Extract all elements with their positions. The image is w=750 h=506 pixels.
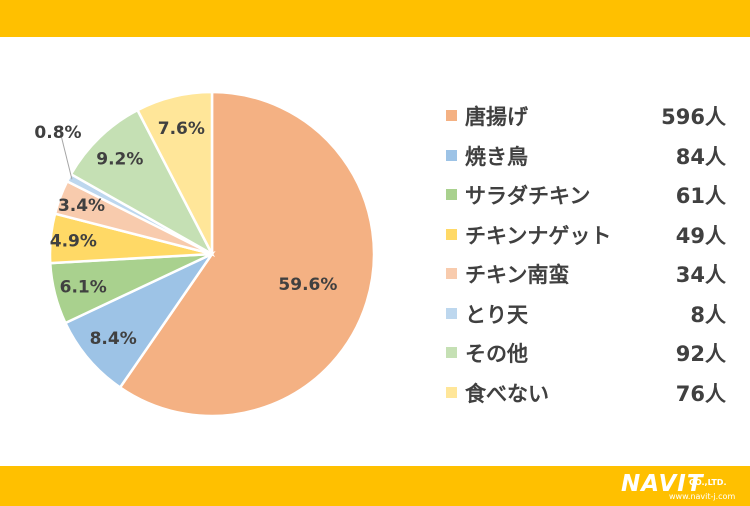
data-label: 9.2% bbox=[96, 149, 143, 169]
logo-company: CO.,LTD. bbox=[689, 478, 727, 487]
legend-swatch bbox=[446, 228, 457, 240]
legend-label: とり天 bbox=[465, 302, 528, 327]
legend-swatch bbox=[446, 307, 457, 319]
pie-chart: 59.6% 8.4% 6.1% 4.9% 3.4% 0.8% 9.2% 7.6% bbox=[34, 90, 376, 418]
legend-label: 焼き鳥 bbox=[465, 144, 528, 169]
legend-count: 61人 bbox=[675, 184, 726, 208]
legend-item-yakitori: 焼き鳥 84人 bbox=[446, 138, 726, 178]
legend-item-other: その他 92人 bbox=[446, 335, 726, 375]
legend-count: 76人 bbox=[675, 381, 726, 406]
pie-slice bbox=[63, 250, 216, 390]
legend-count: 34人 bbox=[675, 263, 726, 287]
legend: 唐揚げ 596人 焼き鳥 84人 サラダチキン 61人 チキンナゲット 49人 … bbox=[446, 98, 726, 414]
data-label: 59.6% bbox=[278, 275, 337, 295]
legend-swatch bbox=[446, 268, 457, 279]
legend-count: 49人 bbox=[675, 223, 726, 248]
legend-swatch bbox=[446, 149, 457, 161]
navit-logo: NAVIT CO.,LTD. www.navit-j.com bbox=[621, 470, 747, 504]
legend-label: チキンナゲット bbox=[465, 223, 612, 248]
legend-swatch bbox=[446, 110, 457, 121]
legend-count: 596人 bbox=[661, 105, 726, 129]
data-label: 8.4% bbox=[90, 329, 137, 349]
legend-label: チキン南蛮 bbox=[465, 263, 570, 287]
data-label: 3.4% bbox=[58, 196, 105, 216]
legend-label: その他 bbox=[465, 342, 528, 366]
pie-slice bbox=[135, 90, 214, 255]
legend-item-dont-eat: 食べない 76人 bbox=[446, 375, 726, 415]
bottom-banner bbox=[0, 466, 750, 506]
data-label: 6.1% bbox=[60, 278, 107, 298]
legend-item-chicken-nugget: チキンナゲット 49人 bbox=[446, 217, 726, 257]
pie-slice bbox=[69, 108, 216, 258]
legend-item-chicken-nanban: チキン南蛮 34人 bbox=[446, 256, 726, 296]
legend-swatch bbox=[446, 347, 457, 358]
legend-swatch bbox=[446, 386, 457, 398]
logo-mark: NAVIT bbox=[621, 471, 704, 497]
legend-count: 92人 bbox=[675, 342, 726, 366]
data-label: 0.8% bbox=[34, 123, 81, 143]
top-banner bbox=[0, 0, 750, 37]
legend-item-salad-chicken: サラダチキン 61人 bbox=[446, 177, 726, 217]
legend-label: 唐揚げ bbox=[465, 105, 528, 129]
leader-line bbox=[60, 133, 73, 180]
legend-swatch bbox=[446, 189, 457, 200]
legend-count: 8人 bbox=[690, 302, 726, 327]
legend-item-toriten: とり天 8人 bbox=[446, 296, 726, 336]
pie-slice bbox=[118, 90, 376, 418]
legend-label: サラダチキン bbox=[465, 184, 591, 208]
logo-url: www.navit-j.com bbox=[669, 492, 736, 501]
legend-count: 84人 bbox=[675, 144, 726, 169]
legend-item-karaage: 唐揚げ 596人 bbox=[446, 98, 726, 138]
data-label: 7.6% bbox=[158, 119, 205, 139]
data-label: 4.9% bbox=[50, 231, 97, 251]
legend-label: 食べない bbox=[465, 381, 549, 406]
